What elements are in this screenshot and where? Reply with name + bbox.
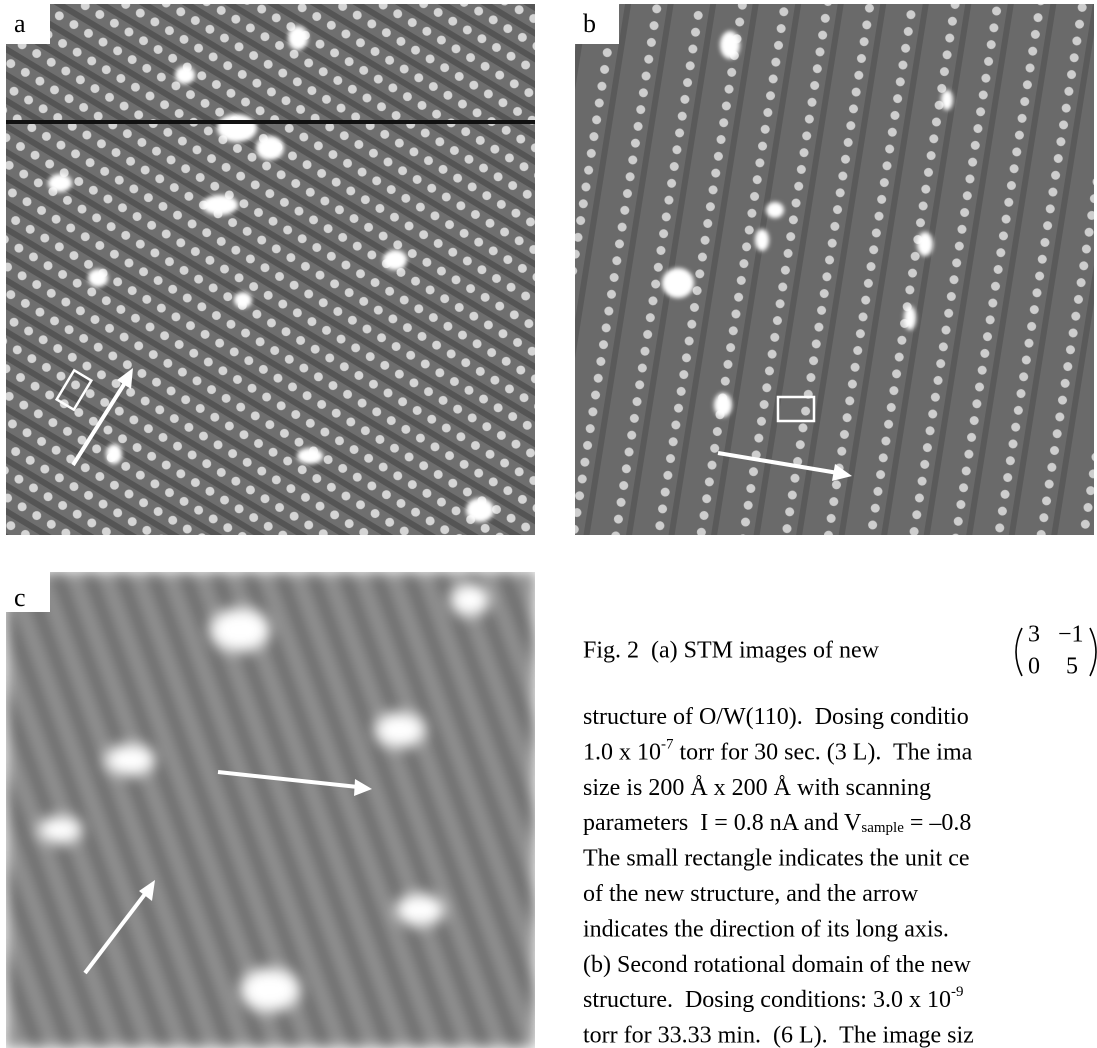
caption-text: = –0.8	[904, 810, 972, 836]
caption-line: indicates the direction of its long axis…	[583, 916, 949, 942]
caption-intro: Fig. 2 (a) STM images of new	[583, 638, 880, 664]
caption-line: (b) Second rotational domain of the new	[583, 951, 972, 977]
caption-text: parameters I = 0.8 nA and V	[583, 810, 862, 836]
caption-text: indicates the direction of its long axis…	[583, 916, 949, 942]
matrix-entry: 3	[1028, 622, 1040, 648]
caption: Fig. 2 (a) STM images of new 3 −1 0 5 st…	[583, 622, 1096, 1048]
matrix-entry: −1	[1058, 622, 1084, 648]
stm-image-b: b	[575, 4, 1094, 535]
caption-line: 1.0 x 10-7 torr for 30 sec. (3 L). The i…	[583, 737, 973, 765]
caption-text: (b) Second rotational domain of the new	[583, 951, 972, 977]
panel-label: a	[14, 9, 26, 38]
caption-text: structure of O/W(110). Dosing conditio	[583, 704, 969, 730]
caption-line: torr for 33.33 min. (6 L). The image siz	[583, 1022, 974, 1048]
stm-image-a: a	[6, 4, 535, 535]
caption-text: structure. Dosing conditions: 3.0 x 10	[583, 987, 951, 1013]
matrix-entry: 5	[1066, 654, 1078, 680]
superscript: -9	[951, 985, 964, 1001]
caption-line: The small rectangle indicates the unit c…	[583, 845, 970, 871]
caption-text: torr for 30 sec. (3 L). The ima	[674, 739, 973, 765]
caption-line: parameters I = 0.8 nA and Vsample = –0.8	[583, 810, 971, 837]
caption-text: of the new structure, and the arrow	[583, 881, 919, 907]
caption-line: structure of O/W(110). Dosing conditio	[583, 704, 969, 730]
figure-page: a b c Fig. 2 (a) STM image	[0, 0, 1097, 1048]
panel-label: b	[583, 9, 596, 38]
caption-line: size is 200 Å x 200 Å with scanning	[583, 774, 931, 800]
matrix-bracket	[1016, 628, 1022, 676]
caption-text: The small rectangle indicates the unit c…	[583, 845, 970, 871]
caption-text: size is 200 Å x 200 Å with scanning	[583, 774, 931, 800]
caption-text: torr for 33.33 min. (6 L). The image siz	[583, 1022, 974, 1048]
caption-text: 1.0 x 10	[583, 739, 661, 765]
caption-line: structure. Dosing conditions: 3.0 x 10-9	[583, 985, 963, 1013]
panel-label: c	[14, 583, 26, 612]
superscript: -7	[661, 737, 674, 753]
stm-image-c: c	[6, 572, 535, 1048]
matrix-entry: 0	[1028, 654, 1040, 680]
caption-line: of the new structure, and the arrow	[583, 881, 919, 907]
matrix-bracket	[1090, 628, 1096, 676]
subscript: sample	[861, 821, 904, 837]
